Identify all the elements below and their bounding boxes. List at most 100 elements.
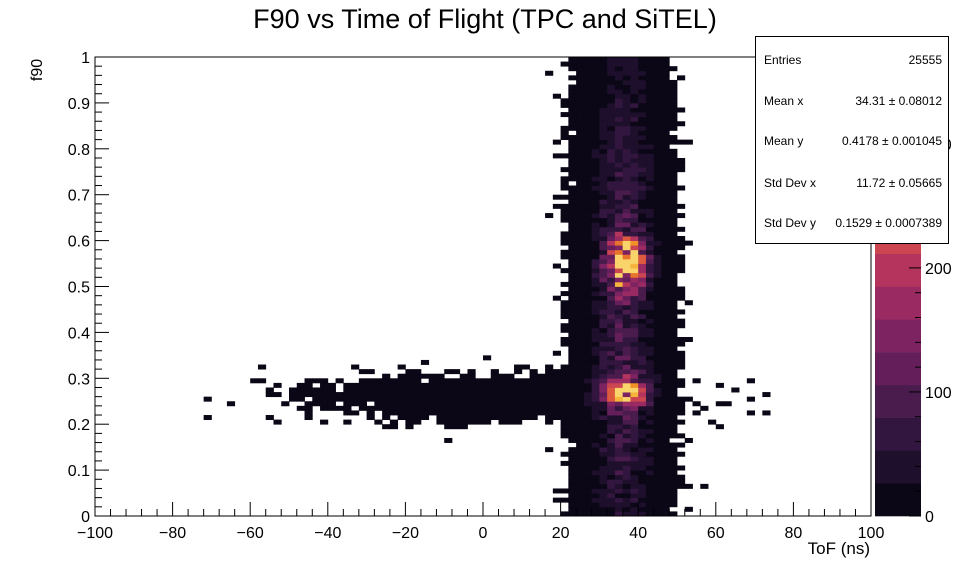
- histogram-bin: [358, 392, 367, 398]
- histogram-bin: [560, 323, 569, 329]
- histogram-bin: [669, 470, 678, 476]
- histogram-bin: [599, 341, 608, 347]
- stats-std-y-value: 0.1529 ± 0.0007389: [835, 216, 942, 230]
- histogram-bin: [444, 415, 453, 421]
- histogram-bin: [669, 254, 678, 260]
- histogram-bin: [568, 332, 577, 338]
- histogram-bin: [630, 456, 639, 462]
- histogram-bin: [653, 254, 662, 260]
- histogram-bin: [405, 419, 414, 425]
- histogram-bin: [552, 497, 561, 503]
- histogram-bin: [537, 405, 546, 411]
- histogram-bin: [459, 405, 468, 411]
- histogram-bin: [568, 102, 577, 108]
- histogram-bin: [389, 401, 399, 407]
- histogram-bin: [583, 437, 593, 443]
- histogram-bin: [653, 401, 662, 407]
- histogram-bin: [614, 66, 624, 72]
- histogram-bin: [320, 405, 329, 411]
- x-tick-label: −60: [237, 525, 264, 542]
- histogram-bin: [382, 378, 391, 384]
- histogram-bin: [638, 483, 647, 489]
- histogram-bin: [490, 378, 499, 384]
- histogram-bin: [320, 401, 329, 407]
- histogram-bin: [661, 258, 670, 264]
- histogram-bin: [661, 428, 670, 434]
- histogram-bin: [622, 112, 631, 118]
- histogram-bin: [583, 451, 593, 457]
- histogram-bin: [607, 415, 616, 421]
- histogram-bin: [653, 185, 662, 191]
- histogram-bin: [490, 401, 499, 407]
- histogram-bin: [599, 171, 608, 177]
- histogram-bin: [630, 153, 639, 159]
- histogram-bin: [366, 410, 375, 416]
- histogram-bin: [576, 428, 585, 434]
- histogram-bin: [576, 506, 585, 512]
- histogram-bin: [669, 460, 678, 466]
- histogram-bin: [599, 245, 608, 251]
- histogram-bin: [645, 89, 655, 95]
- histogram-bin: [669, 456, 678, 462]
- histogram-bin: [382, 387, 391, 393]
- histogram-bin: [607, 139, 616, 145]
- histogram-bin: [622, 148, 631, 154]
- histogram-bin: [591, 493, 600, 499]
- histogram-bin: [568, 451, 577, 457]
- histogram-bin: [358, 405, 367, 411]
- histogram-bin: [521, 392, 530, 398]
- histogram-bin: [669, 258, 678, 264]
- histogram-bin: [607, 355, 616, 361]
- histogram-bin: [677, 167, 686, 173]
- histogram-bin: [669, 323, 678, 329]
- histogram-bin: [669, 125, 678, 131]
- histogram-bin: [661, 240, 670, 246]
- histogram-bin: [583, 203, 593, 209]
- histogram-bin: [614, 199, 624, 205]
- histogram-bin: [669, 442, 678, 448]
- histogram-bin: [630, 190, 639, 196]
- histogram-bin: [591, 125, 600, 131]
- histogram-bin: [599, 93, 608, 99]
- histogram-bin: [622, 89, 631, 95]
- histogram-bin: [653, 323, 662, 329]
- histogram-bin: [661, 236, 670, 241]
- histogram-bin: [607, 277, 616, 283]
- histogram-bin: [614, 378, 624, 384]
- histogram-bin: [607, 61, 616, 67]
- color-scale-segment: [875, 286, 921, 320]
- histogram-bin: [467, 387, 476, 393]
- histogram-bin: [514, 401, 523, 407]
- histogram-bin: [622, 470, 631, 476]
- histogram-bin: [576, 93, 585, 99]
- histogram-bin: [583, 144, 593, 150]
- histogram-bin: [599, 139, 608, 145]
- histogram-bin: [630, 493, 639, 499]
- histogram-bin: [653, 410, 662, 416]
- histogram-bin: [731, 387, 740, 393]
- histogram-bin: [599, 84, 608, 90]
- histogram-bin: [669, 346, 678, 352]
- histogram-bin: [560, 309, 569, 315]
- histogram-bin: [638, 424, 647, 430]
- histogram-bin: [614, 135, 624, 141]
- histogram-bin: [645, 424, 655, 430]
- histogram-bin: [576, 70, 585, 76]
- histogram-bin: [529, 410, 538, 416]
- histogram-bin: [591, 291, 600, 297]
- histogram-bin: [638, 392, 647, 398]
- histogram-bin: [661, 396, 670, 402]
- histogram-bin: [638, 222, 647, 228]
- histogram-bin: [320, 392, 329, 398]
- histogram-bin: [630, 410, 639, 416]
- histogram-bin: [645, 456, 655, 462]
- x-axis: −100 −80 −60 −40 −20 0 20 40 60 80 100: [77, 502, 884, 542]
- histogram-bin: [630, 488, 639, 494]
- histogram-bin: [607, 148, 616, 154]
- histogram-bin: [607, 497, 616, 503]
- histogram-bin: [591, 263, 600, 269]
- histogram-bin: [521, 415, 530, 421]
- histogram-bin: [583, 497, 593, 503]
- histogram-bin: [614, 387, 624, 393]
- histogram-bin: [622, 130, 631, 136]
